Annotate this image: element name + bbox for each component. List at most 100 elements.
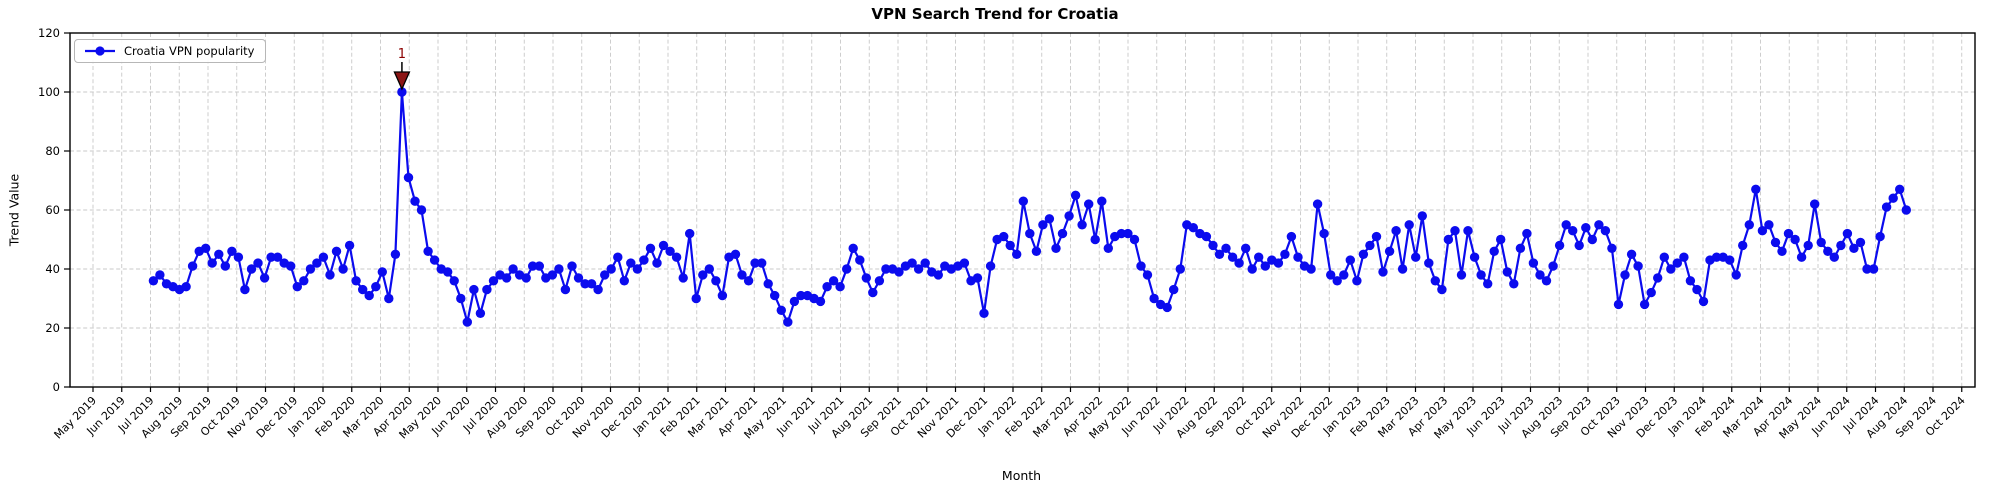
data-point-marker [1692,284,1702,295]
data-point-marker [1594,220,1604,230]
data-point-marker [894,267,904,277]
data-point-marker [1326,270,1336,280]
data-point-marker [227,246,237,256]
data-point-marker [1169,284,1179,295]
data-point-marker [1672,258,1683,268]
data-point-marker [508,264,518,274]
data-point-marker [207,258,217,268]
data-point-marker [1483,279,1493,289]
data-point-marker [364,290,374,301]
data-point-marker [1522,228,1532,239]
chart-title: VPN Search Trend for Croatia [871,5,1119,23]
data-point-marker [645,243,656,253]
data-point-marker [528,261,538,271]
trend-line [152,90,1908,324]
data-point-marker [828,276,839,286]
data-point-marker [1842,228,1853,239]
data-point-marker [730,249,741,259]
data-point-marker [678,273,688,283]
data-point-marker [1679,252,1689,262]
data-point-marker [593,284,603,295]
data-point-marker [580,279,590,289]
annotation-label: 1 [398,47,406,62]
data-point-marker [397,87,407,97]
data-point-marker [1554,240,1565,251]
data-point-marker [1528,258,1539,268]
data-point-marker [1895,184,1905,194]
data-point-marker [1868,264,1879,274]
data-point-marker [1463,226,1473,236]
data-point-marker [1456,270,1467,280]
data-point-marker [462,317,472,327]
data-point-marker [1541,276,1552,286]
data-point-marker [619,276,629,286]
data-point-marker [698,270,708,280]
data-point-marker [1280,249,1290,259]
data-point-marker [1188,223,1199,233]
data-point-marker [1823,246,1833,256]
data-point-marker [1149,293,1159,304]
data-point-marker [1639,299,1650,310]
data-point-marker [371,282,381,292]
data-point-marker [475,308,486,318]
data-point-marker [390,249,401,259]
data-point-marker [1044,214,1055,224]
data-point-marker [1450,226,1460,236]
data-point-marker [1751,184,1761,194]
data-point-marker [246,264,257,274]
data-point-marker [449,276,459,286]
data-point-marker [181,282,191,292]
data-point-marker [1090,234,1100,245]
data-point-marker [1012,249,1022,259]
data-point-marker [632,264,643,274]
data-point-marker [776,305,786,315]
data-point-marker [842,264,852,274]
y-tick-label: 100 [38,85,60,99]
legend-label: Croatia VPN popularity [124,44,255,58]
legend: Croatia VPN popularity [74,39,267,63]
data-point-marker [1273,258,1284,268]
data-point-marker [1783,228,1794,239]
data-point-marker [1568,226,1578,236]
data-point-marker [1620,270,1630,280]
data-point-marker [1241,243,1251,253]
data-point-marker [737,270,747,280]
data-point-marker [1796,252,1807,262]
data-point-marker [1123,228,1133,239]
data-point-marker [763,279,773,289]
data-point-marker [1293,252,1303,262]
data-point-marker [1764,220,1774,230]
data-point-marker [488,276,499,286]
data-point-marker [567,261,577,271]
data-point-marker [331,246,342,256]
data-point-marker [1025,228,1035,239]
data-point-marker [979,308,989,318]
data-point-marker [691,293,701,304]
data-point-marker [1378,267,1388,277]
data-point-marker [1816,237,1826,248]
data-point-marker [266,252,276,262]
data-point-marker [1005,240,1015,251]
y-tick-label: 40 [45,262,60,276]
data-point-marker [1515,243,1526,253]
data-point-marker [1790,234,1800,245]
data-point-marker [586,279,597,289]
data-point-marker [652,258,662,268]
legend-line-marker-icon [85,46,115,56]
data-point-marker [835,282,845,292]
data-point-marker [1666,264,1676,274]
data-point-marker [1136,261,1146,271]
data-point-marker [1345,255,1356,265]
data-point-marker [1057,228,1068,239]
data-point-marker [1738,240,1748,251]
data-point-marker [1384,246,1395,256]
data-point-marker [1561,220,1571,230]
data-point-marker [789,296,800,307]
data-point-marker [1489,246,1499,256]
data-point-marker [1437,284,1447,295]
y-tick-label: 80 [45,144,60,158]
data-point-marker [639,255,649,265]
data-point-marker [1777,246,1787,256]
data-point-marker [848,243,858,253]
